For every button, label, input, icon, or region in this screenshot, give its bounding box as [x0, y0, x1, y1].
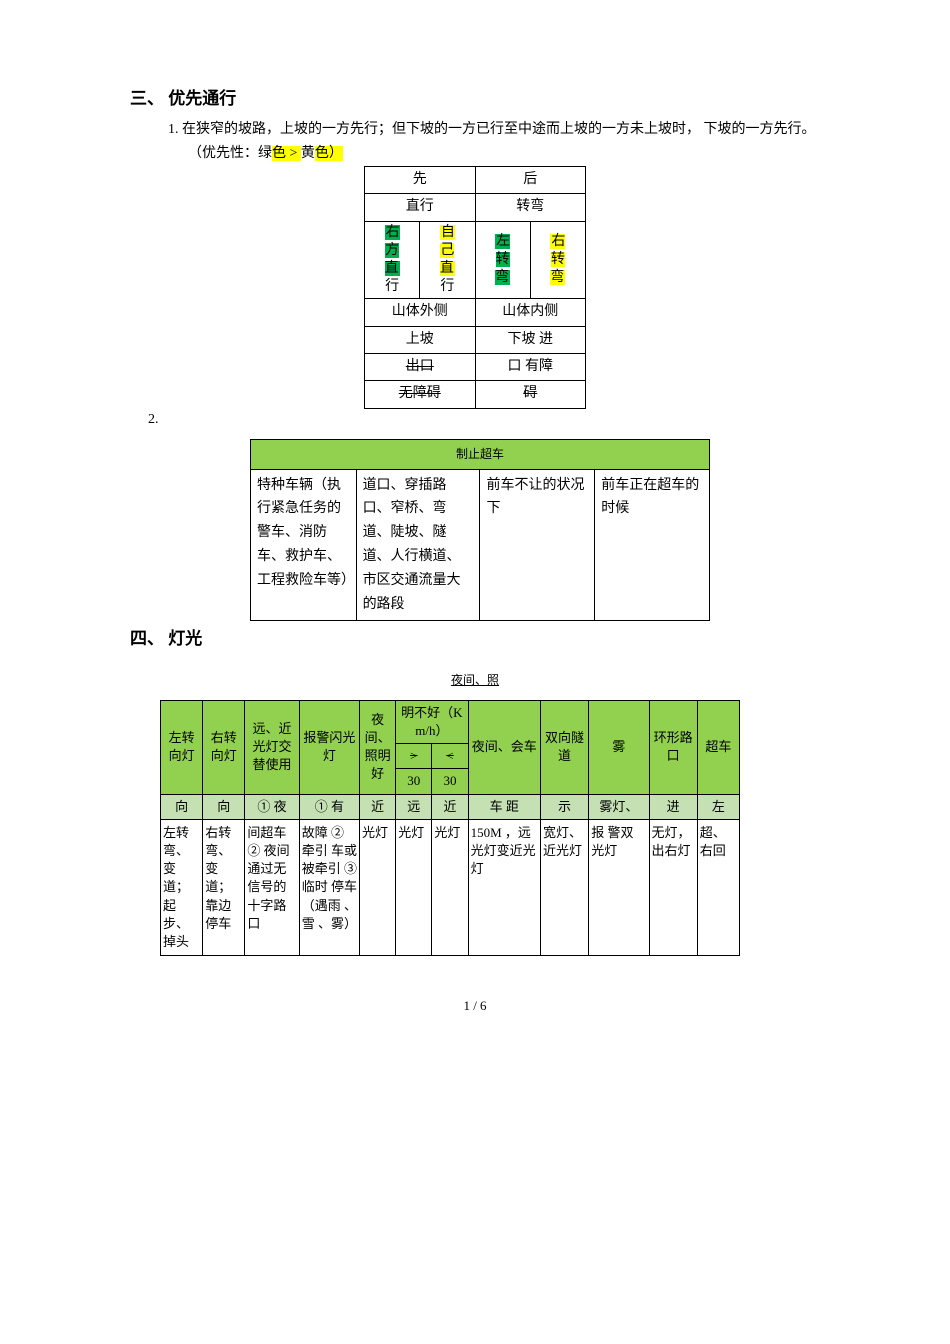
pri-r2c1: 直行	[365, 194, 476, 221]
lb4: 故障 ② 牵引 车或 被牵引 ③ 临时 停车（遇雨 、雪 、雾）	[299, 819, 359, 955]
lh9: 雾	[589, 700, 649, 794]
pri-r4c2: 山体内侧	[475, 299, 586, 326]
pri-r7c2: 碍	[475, 381, 586, 408]
lh4: 报警闪光灯	[299, 700, 359, 794]
lh10: 环形路口	[649, 700, 697, 794]
lb12: 超、右回	[697, 819, 739, 955]
stop-overtake-table: 制止超车 特种车辆（执行紧急任务的警车、消防车、救护车、工程救险车等） 道口、穿…	[250, 439, 710, 621]
section-4-heading: 四、 灯光	[130, 625, 820, 652]
lh1: 左转向灯	[161, 700, 203, 794]
stop-c2: 道口、穿插路口、窄桥、弯道、陡坡、隧道、人行横道、市区交通流量大的路段	[356, 469, 480, 621]
lh6b-gt: >	[396, 744, 432, 769]
pri-r2c2: 转弯	[475, 194, 586, 221]
lb5: 光灯	[360, 819, 396, 955]
ls10: 雾灯、	[589, 794, 649, 819]
stop-c1: 特种车辆（执行紧急任务的警车、消防车、救护车、工程救险车等）	[251, 469, 357, 621]
stop-c4: 前车正在超车的时候	[595, 469, 710, 621]
stop-header: 制止超车	[251, 440, 710, 469]
stop-c3: 前车不让的状况下	[480, 469, 595, 621]
lb10: 报 警双 光灯	[589, 819, 649, 955]
pri-r7c1: 无障碍	[365, 381, 476, 408]
ls8: 车 距	[468, 794, 540, 819]
lb1: 左转弯、变道；起步、掉头	[161, 819, 203, 955]
item1-hl1: 色 >	[272, 146, 301, 161]
lh6c-30b: 30	[432, 769, 468, 794]
item1-plain2: 黄	[301, 146, 315, 161]
pri-r3c3: 左转弯	[475, 221, 530, 299]
lh11: 超车	[697, 700, 739, 794]
lb9: 宽灯、近光灯	[540, 819, 588, 955]
page-number: 1 / 6	[130, 996, 820, 1017]
ls2: 向	[203, 794, 245, 819]
ls4: ① 有	[299, 794, 359, 819]
light-caption: 夜间、照	[130, 671, 820, 690]
item-1-text: 1. 在狭窄的坡路，上坡的一方先行；但下坡的一方已行至中途而上坡的一方未上坡时，…	[168, 118, 820, 166]
ls12: 左	[697, 794, 739, 819]
light-table: 左转向灯 右转向灯 远、近光灯交替使用 报警闪光灯 夜间、照明好 明不好（Km/…	[160, 700, 740, 956]
lh6b-lt: <	[432, 744, 468, 769]
pri-r4c1: 山体外侧	[365, 299, 476, 326]
pri-r1c1: 先	[365, 166, 476, 193]
lb11: 无灯，出右灯	[649, 819, 697, 955]
lb3: 间超车 ② 夜间通过无信号的十字路口	[245, 819, 299, 955]
ls1: 向	[161, 794, 203, 819]
lh2: 右转向灯	[203, 700, 245, 794]
pri-r6c2: 口 有障	[475, 354, 586, 381]
ls6: 远	[396, 794, 432, 819]
pri-r3c4: 右转弯	[530, 221, 585, 299]
ls9: 示	[540, 794, 588, 819]
pri-r5c2: 下坡 进	[475, 326, 586, 353]
lb6: 光灯	[396, 819, 432, 955]
ls3: ① 夜	[245, 794, 299, 819]
ls5: 近	[360, 794, 396, 819]
lh8: 双向隧道	[540, 700, 588, 794]
pri-r3c1: 右方直行	[365, 221, 420, 299]
item-2-text: 2.	[148, 409, 820, 431]
section-3-heading: 三、 优先通行	[130, 85, 820, 112]
lb2: 右转弯、变道；靠边停车	[203, 819, 245, 955]
pri-r1c2: 后	[475, 166, 586, 193]
item1-hl2: 色）	[315, 146, 343, 161]
pri-r6c1: 出口	[365, 354, 476, 381]
pri-r3c2: 自己直行	[420, 221, 475, 299]
lh7: 夜间、会车	[468, 700, 540, 794]
ls7: 近	[432, 794, 468, 819]
lh6c-30a: 30	[396, 769, 432, 794]
pri-r5c1: 上坡	[365, 326, 476, 353]
item1-plain: 1. 在狭窄的坡路，上坡的一方先行；但下坡的一方已行至中途而上坡的一方未上坡时，…	[168, 122, 816, 161]
ls11: 进	[649, 794, 697, 819]
lh3: 远、近光灯交替使用	[245, 700, 299, 794]
lb8: 150M ，远光灯变近光灯	[468, 819, 540, 955]
lh5: 夜间、照明好	[360, 700, 396, 794]
lb7: 光灯	[432, 819, 468, 955]
lh6a: 明不好（Km/h）	[396, 700, 468, 743]
priority-table: 先 后 直行 转弯 右方直行 自己直行 左转弯 右转弯 山体外侧 山体内侧 上坡…	[364, 166, 586, 409]
